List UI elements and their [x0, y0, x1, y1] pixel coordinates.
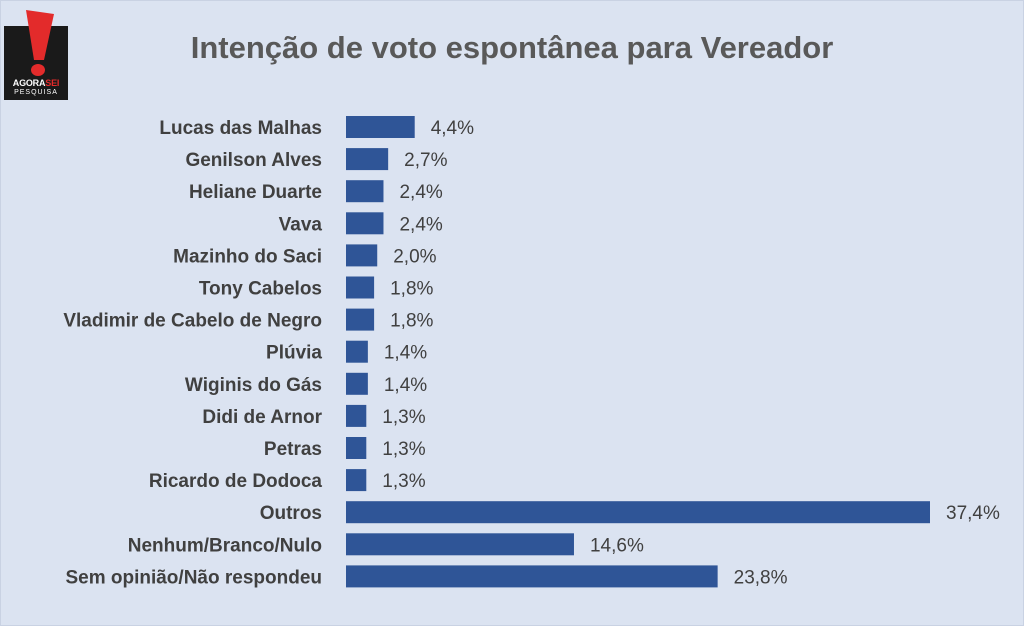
bar: [346, 469, 367, 492]
category-label: Mazinho do Saci: [173, 246, 322, 267]
category-label: Petras: [264, 439, 322, 460]
agorasei-logo: AGORASEI PESQUISA: [4, 8, 68, 100]
category-label: Nenhum/Branco/Nulo: [128, 535, 322, 556]
data-label: 1,3%: [382, 439, 425, 460]
exclamation-icon: [26, 10, 54, 76]
data-label: 1,4%: [384, 375, 427, 396]
bar: [346, 308, 375, 331]
category-label: Ricardo de Dodoca: [149, 471, 323, 492]
data-label: 23,8%: [734, 567, 788, 588]
data-label: 1,3%: [382, 407, 425, 428]
data-label: 1,8%: [390, 279, 433, 300]
data-label: 14,6%: [590, 535, 644, 556]
bar: [346, 372, 368, 395]
data-label: 4,4%: [431, 118, 474, 139]
bar: [346, 148, 389, 171]
chart-title: Intenção de voto espontânea para Vereado…: [190, 30, 834, 65]
data-label: 2,4%: [399, 214, 442, 235]
category-label: Didi de Arnor: [202, 407, 322, 428]
category-label: Lucas das Malhas: [159, 118, 322, 139]
category-label: Wiginis do Gás: [185, 375, 322, 396]
bar: [346, 404, 367, 427]
bar: [346, 180, 384, 203]
category-label: Outros: [260, 503, 322, 524]
data-label: 1,3%: [382, 471, 425, 492]
bar: [346, 212, 384, 235]
data-label: 2,0%: [393, 246, 436, 267]
data-label: 1,8%: [390, 311, 433, 332]
bar: [346, 116, 415, 138]
bar: [346, 340, 368, 363]
data-label: 2,4%: [399, 182, 442, 203]
category-label: Genilson Alves: [185, 150, 322, 171]
data-label: 2,7%: [404, 150, 447, 171]
data-label: 37,4%: [946, 503, 1000, 524]
bar: [346, 565, 718, 588]
data-label: 1,4%: [384, 343, 427, 364]
category-label: Sem opinião/Não respondeu: [65, 567, 322, 588]
category-label: Plúvia: [266, 343, 322, 364]
bar: [346, 533, 574, 556]
logo-subtitle: PESQUISA: [14, 89, 58, 96]
category-label: Heliane Duarte: [189, 182, 322, 203]
bar: [346, 437, 367, 459]
category-label: Vava: [279, 214, 323, 235]
bar: [346, 244, 378, 267]
bar: [346, 276, 375, 299]
category-label: Vladimir de Cabelo de Negro: [63, 311, 322, 332]
logo-wordmark: AGORASEI: [12, 78, 60, 88]
bar: [346, 501, 930, 524]
category-label: Tony Cabelos: [199, 279, 322, 300]
